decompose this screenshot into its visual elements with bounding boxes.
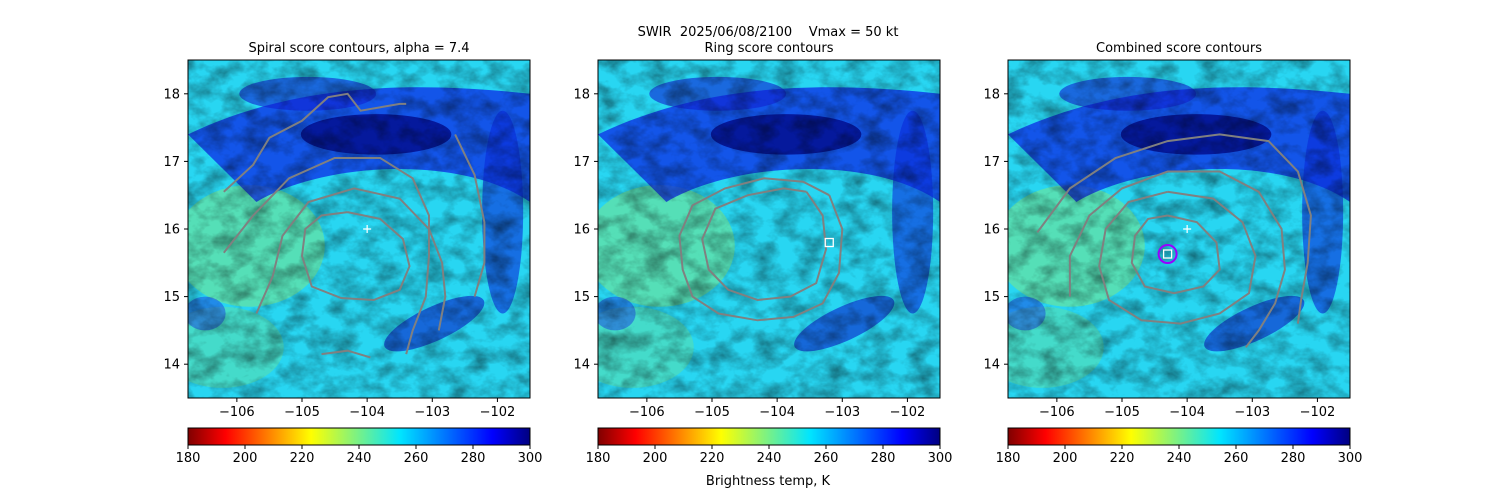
x-tick-label: −104 <box>1169 405 1205 420</box>
y-tick-label: 16 <box>163 223 180 238</box>
colorbar-tick-label: 220 <box>1110 451 1135 466</box>
x-tick-label: −106 <box>219 405 255 420</box>
satellite-image <box>598 60 940 398</box>
contour-line <box>1130 214 1221 295</box>
satellite-image <box>188 60 530 398</box>
colorbar-tick-label: 180 <box>176 451 201 466</box>
colorbar-tick-label: 260 <box>1224 451 1249 466</box>
y-tick-label: 16 <box>573 223 590 238</box>
colorbar-tick-label: 240 <box>347 451 372 466</box>
center-square-marker <box>1162 249 1173 259</box>
center-circle-marker <box>1157 244 1178 265</box>
x-tick-label: −103 <box>414 405 450 420</box>
colorbar-tick-label: 220 <box>290 451 315 466</box>
panel-title: Spiral score contours, alpha = 7.4 <box>248 41 469 56</box>
contour-line <box>1098 190 1257 325</box>
contour-line <box>1068 170 1286 348</box>
center-plus-marker <box>1183 225 1192 233</box>
colorbar-tick-label: 300 <box>928 451 953 466</box>
contour-group <box>1036 133 1312 348</box>
x-tick-label: −105 <box>284 405 320 420</box>
colorbar-tick-label: 260 <box>814 451 839 466</box>
contour-line <box>300 211 411 302</box>
contour-line <box>223 157 430 355</box>
colorbar-tick-label: 300 <box>518 451 543 466</box>
contour-group <box>678 177 844 322</box>
x-tick-label: −105 <box>694 405 730 420</box>
center-plus-marker <box>363 225 372 233</box>
y-tick-label: 14 <box>163 358 180 373</box>
panel-2: Ring score contours −106 −105 −104 −103 −102 1… <box>573 41 953 466</box>
y-tick-label: 18 <box>573 87 590 102</box>
colorbar-tick-label: 280 <box>461 451 486 466</box>
x-tick-label: −106 <box>1039 405 1075 420</box>
colorbar: 180 200 220 240 260 280 300 <box>176 427 543 466</box>
colorbar-tick-label: 200 <box>643 451 668 466</box>
x-tick-label: −103 <box>1234 405 1270 420</box>
contour-line <box>321 349 371 359</box>
colorbar-gradient <box>597 427 941 446</box>
panel-title: Combined score contours <box>1096 41 1262 56</box>
panel-3: Combined score contours −106 −105 −104 −103 −… <box>983 41 1363 466</box>
colorbar-tick-label: 280 <box>1281 451 1306 466</box>
contour-group <box>223 92 486 359</box>
colorbar-gradient <box>187 427 531 446</box>
colorbar-tick-label: 200 <box>233 451 258 466</box>
colorbar-tick-label: 300 <box>1338 451 1363 466</box>
panel-title: Ring score contours <box>704 41 833 56</box>
y-tick-label: 18 <box>983 87 1000 102</box>
x-tick-label: −105 <box>1104 405 1140 420</box>
colorbar: 180 200 220 240 260 280 300 <box>996 427 1363 466</box>
x-tick-label: −102 <box>890 405 926 420</box>
y-tick-label: 18 <box>163 87 180 102</box>
x-tick-label: −106 <box>629 405 665 420</box>
x-tick-label: −102 <box>480 405 516 420</box>
y-tick-label: 15 <box>983 290 1000 305</box>
y-tick-label: 17 <box>163 155 180 170</box>
contour-line <box>678 177 844 322</box>
satellite-image <box>1008 60 1350 398</box>
colorbar-tick-label: 180 <box>996 451 1021 466</box>
colorbar-gradient <box>1007 427 1351 446</box>
x-tick-label: −102 <box>1300 405 1336 420</box>
colorbar-tick-label: 180 <box>586 451 611 466</box>
colorbar-tick-label: 240 <box>1167 451 1192 466</box>
colorbar-tick-label: 240 <box>757 451 782 466</box>
colorbar-tick-label: 200 <box>1053 451 1078 466</box>
y-tick-label: 16 <box>983 223 1000 238</box>
center-square-marker <box>824 237 834 248</box>
y-tick-label: 15 <box>573 290 590 305</box>
contour-line <box>223 92 407 193</box>
panel-1: Spiral score contours, alpha = 7.4 −106 −1… <box>163 41 543 466</box>
contour-line <box>454 133 486 297</box>
x-tick-label: −103 <box>824 405 860 420</box>
y-tick-label: 14 <box>983 358 1000 373</box>
figure-suptitle: SWIR 2025/06/08/2100 Vmax = 50 kt <box>638 25 899 40</box>
panels: Spiral score contours, alpha = 7.4 −106 −1… <box>163 41 1363 466</box>
contour-line <box>1036 133 1312 324</box>
x-tick-label: −104 <box>349 405 385 420</box>
contour-line <box>701 187 828 302</box>
y-tick-label: 14 <box>573 358 590 373</box>
x-tick-label: −104 <box>759 405 795 420</box>
colorbar-tick-label: 260 <box>404 451 429 466</box>
colorbar-label: Brightness temp, K <box>706 474 831 489</box>
colorbar-tick-label: 220 <box>700 451 725 466</box>
y-tick-label: 15 <box>163 290 180 305</box>
y-tick-label: 17 <box>573 155 590 170</box>
colorbar-tick-label: 280 <box>871 451 896 466</box>
y-tick-label: 17 <box>983 155 1000 170</box>
colorbar: 180 200 220 240 260 280 300 <box>586 427 953 466</box>
contour-line <box>255 187 447 331</box>
